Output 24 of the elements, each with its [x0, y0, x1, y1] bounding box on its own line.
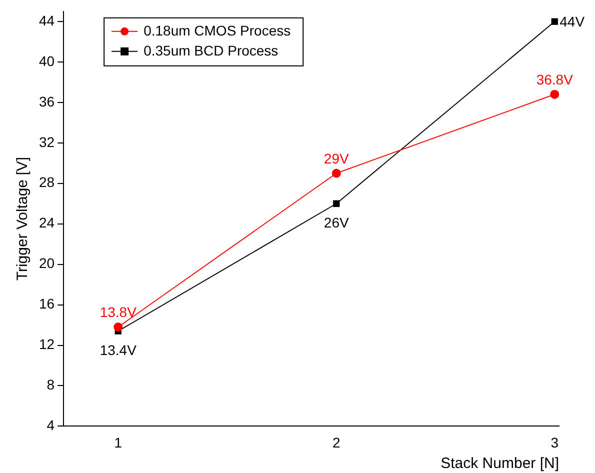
- data-label: 26V: [324, 214, 350, 231]
- x-axis-title: Stack Number [N]: [440, 455, 559, 472]
- x-tick-label: 1: [114, 434, 122, 450]
- data-label: 29V: [324, 150, 350, 166]
- data-label: 13.8V: [100, 304, 138, 320]
- y-tick-label: 32: [38, 134, 55, 150]
- y-tick-label: 36: [38, 93, 55, 110]
- data-label: 13.4V: [100, 342, 138, 358]
- y-tick-label: 24: [38, 214, 55, 231]
- y-axis-title: Trigger Voltage [V]: [14, 156, 32, 281]
- y-tick-label: 28: [38, 174, 55, 190]
- legend-label: 0.18um CMOS Process: [144, 22, 291, 38]
- y-tick-label: 40: [38, 52, 55, 69]
- y-tick-label: 16: [38, 296, 55, 312]
- y-tick-label: 12: [38, 336, 55, 352]
- x-tick-label: 2: [332, 434, 340, 450]
- y-tick-label: 4: [46, 417, 55, 434]
- y-tick-label: 8: [46, 376, 55, 393]
- legend-label: 0.35um BCD Process: [144, 42, 278, 58]
- x-tick-label: 3: [550, 434, 559, 450]
- y-tick-label: 44: [38, 12, 55, 28]
- data-label: 44V: [560, 14, 586, 30]
- y-tick-label: 20: [38, 255, 55, 272]
- data-label: 36.8V: [536, 71, 574, 88]
